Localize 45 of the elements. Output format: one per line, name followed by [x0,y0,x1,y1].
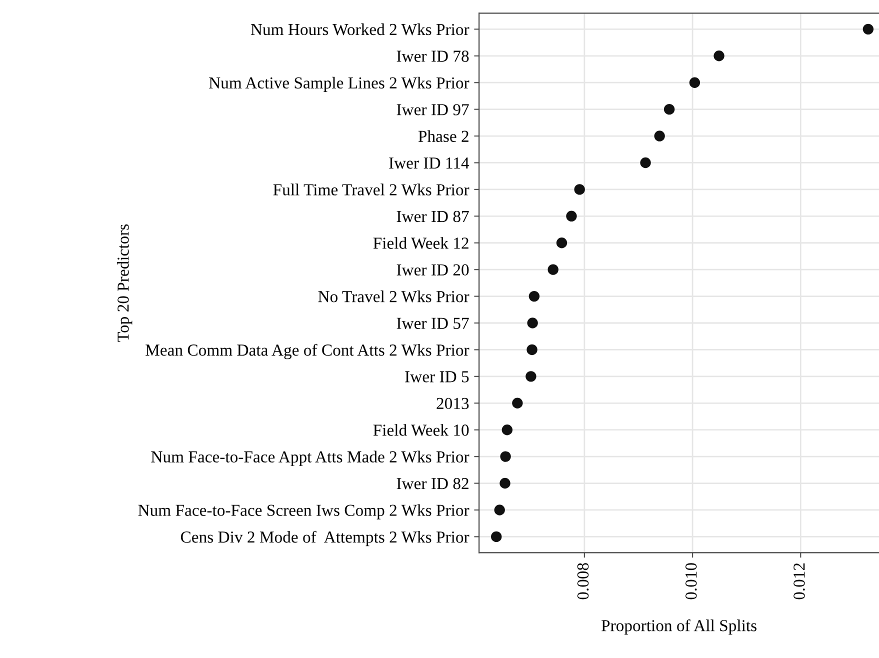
point [526,371,536,382]
y-tick-label: Mean Comm Data Age of Cont Atts 2 Wks Prior [146,344,470,360]
y-tick-label: Iwer ID 5 [405,371,469,382]
y-tick-label: Iwer ID 78 [396,50,469,62]
point [500,478,510,489]
y-tick-label: Full Time Travel 2 Wks Prior [273,184,470,196]
point [566,210,577,222]
point [494,504,505,516]
point [512,398,523,408]
y-tick-label: Num Active Sample Lines 2 Wks Prior [209,76,470,92]
y-tick-label: Num Face-to-Face Screen Iws Comp 2 Wks Prior [138,504,470,520]
y-tick-label: Iwer ID 57 [396,318,469,329]
point [714,50,724,62]
point [862,24,874,35]
y-tick-label: Iwer ID 82 [396,478,468,490]
x-tick-label: 0.012 [794,563,805,600]
y-tick-label: Iwer ID 114 [389,158,470,169]
point [664,104,675,115]
point [502,424,513,436]
point [548,264,558,275]
y-tick-label: No Travel 2 Wks Prior [318,290,470,302]
y-tick-label: Num Hours Worked 2 Wks Prior [250,23,470,36]
point [556,238,568,248]
x-tick-label: 0.008 [577,563,589,600]
point [526,344,538,356]
point [527,318,538,328]
point [490,531,502,542]
point [528,290,540,302]
point [689,77,700,88]
point [640,157,651,168]
y-tick-label: Iwer ID 87 [396,210,469,222]
y-tick-label: Field Week 12 [373,237,468,249]
y-tick-label: Num Face-to-Face Appt Atts Made 2 Wks Prior [151,450,470,466]
point [500,451,511,462]
y-tick-label: Phase 2 [418,130,468,142]
point [574,184,585,195]
x-tick-label: 0.010 [685,563,697,600]
point [654,130,665,142]
x-axis-title: Proportion of All Splits [601,619,756,635]
y-axis-title: Top 20 Predictors [117,224,132,342]
y-tick-label: Cens Div 2 Mode of Attempts 2 Wks Prior [180,530,470,546]
y-tick-label: 2013 [436,398,469,410]
y-tick-label: Field Week 10 [373,424,469,436]
y-tick-label: Iwer ID 97 [396,104,469,116]
y-tick-label: Iwer ID 20 [396,264,469,276]
